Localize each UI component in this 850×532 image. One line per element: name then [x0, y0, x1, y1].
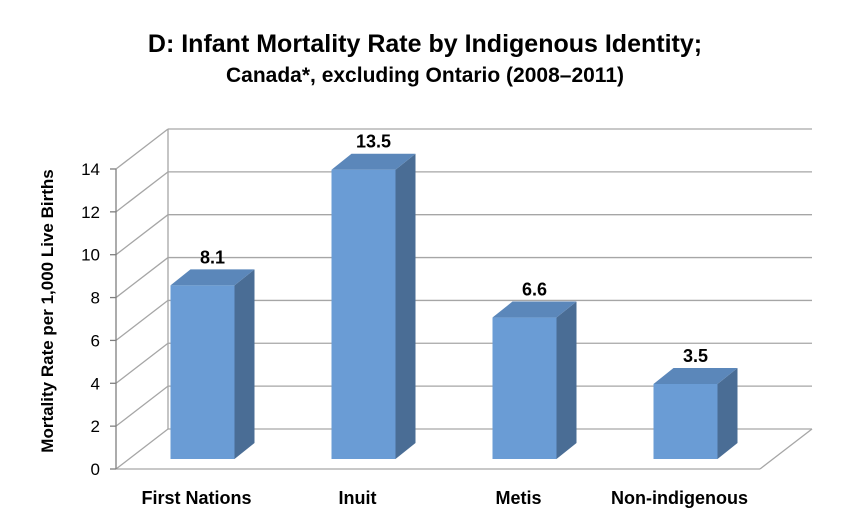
y-tick-label: 10 [81, 246, 100, 265]
x-tick-label: Non-indigenous [611, 488, 748, 508]
bar-side [234, 269, 255, 459]
bar-top [653, 367, 738, 384]
bar[interactable] [492, 317, 557, 459]
y-axis-title: Mortality Rate per 1,000 Live Births [38, 169, 57, 452]
bar[interactable] [653, 383, 718, 459]
floor-right-edge [759, 428, 813, 470]
y-tick-label: 0 [91, 460, 100, 479]
bar-top [170, 269, 255, 286]
bar-side [556, 301, 577, 459]
gridline-depth [115, 385, 169, 427]
data-label: 6.6 [522, 280, 547, 300]
y-tick-label: 14 [81, 160, 100, 179]
x-tick-label: First Nations [141, 488, 251, 508]
x-tick-label: Metis [495, 488, 541, 508]
gridline-depth [115, 257, 169, 299]
bars [170, 153, 738, 459]
bar[interactable] [331, 169, 396, 459]
gridline-depth [115, 428, 169, 470]
bar-top [331, 153, 416, 170]
x-tick-label: Inuit [339, 488, 377, 508]
chart-subtitle: Canada*, excluding Ontario (2008–2011) [226, 64, 624, 87]
gridline-depth [115, 214, 169, 256]
gridline-depth [115, 128, 169, 170]
data-label: 3.5 [683, 346, 708, 366]
bar-side [717, 367, 738, 459]
bar-side [395, 153, 416, 459]
labels: 0 2 4 6 8 10 12 14 8.1 First Nations 13.5 Inuit 6.6 M… [38, 132, 748, 508]
y-tick-label: 2 [91, 417, 100, 436]
data-label: 8.1 [200, 247, 225, 267]
bar[interactable] [170, 285, 235, 459]
y-tick-label: 6 [91, 331, 100, 350]
data-label: 13.5 [356, 132, 391, 152]
gridline-depth [115, 342, 169, 384]
chart-title: D: Infant Mortality Rate by Indigenous I… [147, 30, 703, 58]
y-tick-label: 4 [91, 374, 100, 393]
y-tick-label: 8 [91, 289, 100, 308]
bar-top [492, 301, 577, 318]
y-tick-label: 12 [81, 203, 100, 222]
gridline-depth [115, 171, 169, 213]
gridline-depth [115, 299, 169, 341]
